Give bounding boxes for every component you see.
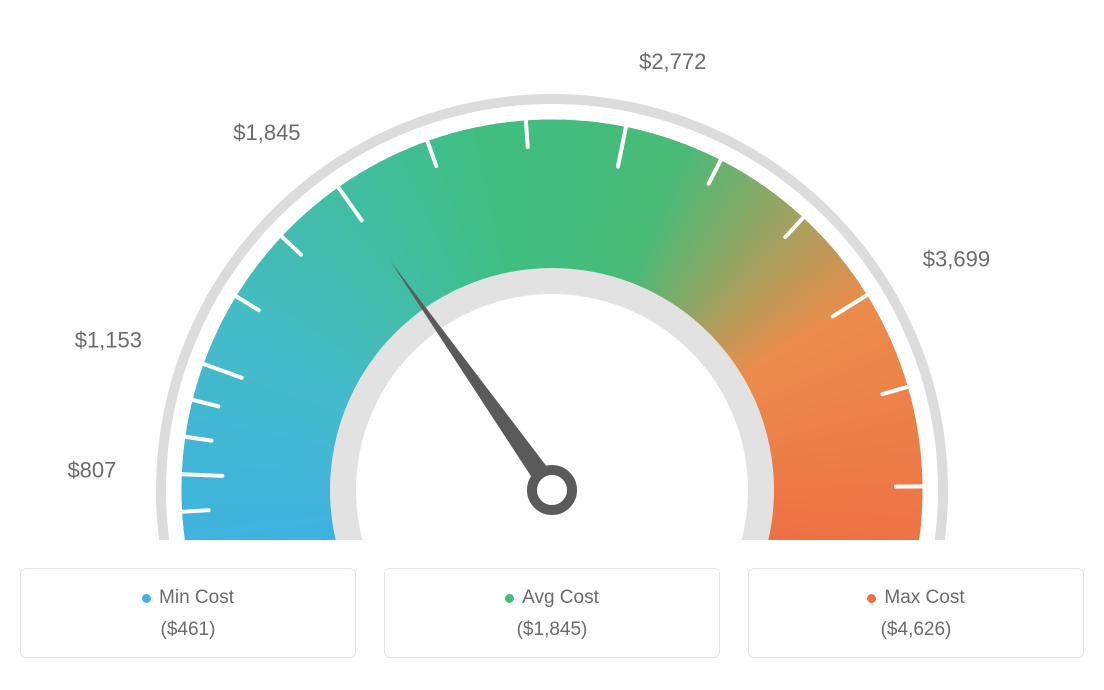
gauge-chart: $461$807$1,153$1,845$2,772$3,699$4,626: [20, 20, 1084, 540]
legend-card-avg: Avg Cost ($1,845): [384, 568, 720, 658]
legend-title-avg: Avg Cost: [505, 587, 599, 609]
svg-text:$2,772: $2,772: [639, 49, 706, 74]
legend-label: Min Cost: [159, 587, 234, 609]
cost-gauge-widget: $461$807$1,153$1,845$2,772$3,699$4,626 M…: [20, 20, 1084, 658]
dot-icon: [867, 594, 876, 603]
legend-value: ($461): [31, 619, 345, 641]
svg-text:$807: $807: [67, 457, 116, 482]
legend-row: Min Cost ($461) Avg Cost ($1,845) Max Co…: [20, 568, 1084, 658]
legend-title-min: Min Cost: [142, 587, 234, 609]
legend-card-max: Max Cost ($4,626): [748, 568, 1084, 658]
dot-icon: [505, 594, 514, 603]
svg-text:$1,845: $1,845: [233, 120, 300, 145]
svg-text:$3,699: $3,699: [923, 247, 990, 272]
legend-label: Max Cost: [884, 587, 964, 609]
legend-label: Avg Cost: [522, 587, 599, 609]
legend-title-max: Max Cost: [867, 587, 964, 609]
legend-value: ($4,626): [759, 619, 1073, 641]
legend-value: ($1,845): [395, 619, 709, 641]
svg-text:$1,153: $1,153: [75, 328, 142, 353]
legend-card-min: Min Cost ($461): [20, 568, 356, 658]
dot-icon: [142, 594, 151, 603]
